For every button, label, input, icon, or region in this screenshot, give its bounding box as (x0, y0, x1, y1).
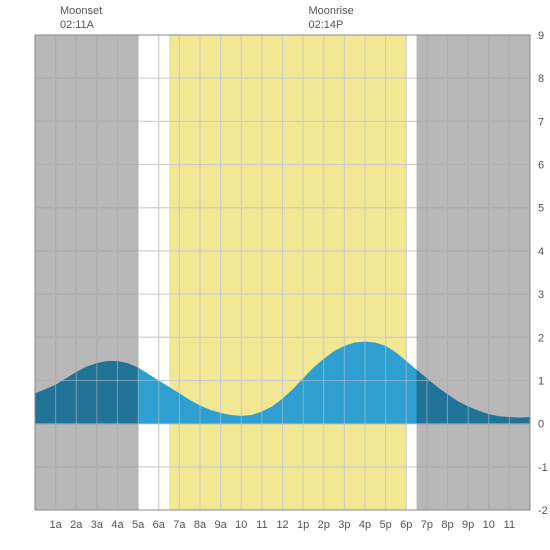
svg-text:8a: 8a (194, 519, 207, 531)
svg-text:3a: 3a (91, 519, 104, 531)
moonset-time: 02:11A (60, 18, 102, 32)
svg-text:6: 6 (538, 160, 544, 172)
svg-text:1: 1 (538, 375, 544, 387)
svg-text:12: 12 (276, 519, 288, 531)
moonrise-time: 02:14P (308, 18, 353, 32)
svg-text:1p: 1p (297, 519, 309, 531)
svg-text:4: 4 (538, 246, 544, 258)
svg-text:2a: 2a (70, 519, 83, 531)
svg-text:3p: 3p (338, 519, 350, 531)
svg-text:5p: 5p (380, 519, 392, 531)
svg-text:10: 10 (483, 519, 495, 531)
svg-text:7a: 7a (173, 519, 186, 531)
svg-text:8p: 8p (441, 519, 453, 531)
svg-text:4a: 4a (111, 519, 124, 531)
svg-text:1a: 1a (50, 519, 63, 531)
svg-text:10: 10 (235, 519, 247, 531)
tide-chart: Moonset 02:11A Moonrise 02:14P -2-101234… (0, 0, 550, 550)
svg-text:11: 11 (256, 519, 267, 531)
svg-text:-2: -2 (538, 505, 548, 517)
svg-text:7p: 7p (421, 519, 433, 531)
svg-text:6p: 6p (400, 519, 412, 531)
svg-text:5: 5 (538, 203, 544, 215)
svg-text:8: 8 (538, 73, 544, 85)
svg-text:2: 2 (538, 332, 544, 344)
svg-text:5a: 5a (132, 519, 145, 531)
svg-text:9: 9 (538, 30, 544, 42)
svg-text:3: 3 (538, 289, 544, 301)
svg-text:7: 7 (538, 116, 544, 128)
chart-svg: -2-101234567891a2a3a4a5a6a7a8a9a1011121p… (0, 0, 550, 550)
moonrise-title: Moonrise (308, 4, 353, 18)
svg-text:11: 11 (504, 519, 515, 531)
moonrise-label: Moonrise 02:14P (308, 4, 353, 33)
svg-text:0: 0 (538, 419, 544, 431)
svg-text:9a: 9a (215, 519, 228, 531)
moonset-label: Moonset 02:11A (60, 4, 102, 33)
svg-text:9p: 9p (462, 519, 474, 531)
moonset-title: Moonset (60, 4, 102, 18)
svg-text:4p: 4p (359, 519, 371, 531)
svg-text:2p: 2p (318, 519, 330, 531)
svg-text:6a: 6a (153, 519, 166, 531)
svg-text:-1: -1 (538, 462, 548, 474)
